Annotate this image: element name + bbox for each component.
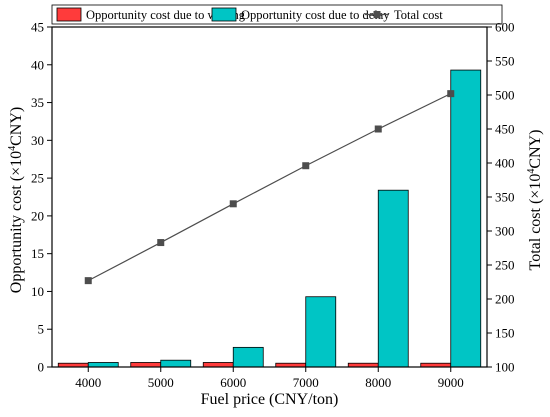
bar-delay-4000: [87, 362, 119, 368]
y-right-tick-label-300: 300: [495, 224, 515, 239]
plot-frame: [51, 26, 488, 368]
x-tick-label-7000: 7000: [293, 375, 319, 390]
x-tick-label-8000: 8000: [365, 375, 391, 390]
x-tick-label-9000: 9000: [438, 375, 464, 390]
y-left-tick-label-30: 30: [31, 133, 44, 148]
legend-label-waiting: Opportunity cost due to waiting: [86, 8, 246, 22]
y-left-label-sup: 4: [7, 146, 18, 151]
y-right-label-sup: 4: [526, 169, 537, 174]
bar-delay-6000: [232, 346, 264, 368]
x-tick-label-4000: 4000: [75, 375, 101, 390]
y-left-tick-label-45: 45: [31, 20, 44, 35]
total-cost-marker-7000: [302, 162, 310, 170]
y-right-tick-label-600: 600: [495, 20, 515, 35]
total-cost-marker-8000: [374, 125, 382, 133]
legend-label-delay: Opportunity cost due to delay: [241, 8, 390, 22]
plot-area: [57, 69, 482, 368]
bar-delay-5000: [160, 359, 192, 368]
y-left-tick-label-25: 25: [31, 171, 44, 186]
y-right-tick-label-400: 400: [495, 156, 515, 171]
bar-delay-9000: [450, 69, 482, 368]
bar-waiting-5000: [130, 362, 162, 368]
y-left-tick-label-20: 20: [31, 208, 44, 223]
bar-delay-8000: [377, 189, 409, 368]
total-cost-marker-5000: [157, 239, 165, 247]
x-tick-label-6000: 6000: [220, 375, 246, 390]
y-right-tick-label-200: 200: [495, 292, 515, 307]
legend: Opportunity cost due to waitingOpportuni…: [51, 4, 503, 25]
total-cost-line: [87, 93, 452, 282]
y-left-tick-label-5: 5: [38, 322, 45, 337]
y-right-tick-label-350: 350: [495, 190, 515, 205]
y-right-label-prefix: Total cost (×10: [527, 174, 544, 271]
bar-waiting-6000: [202, 362, 234, 368]
legend-swatch-waiting: [56, 7, 82, 22]
y-left-tick-label-10: 10: [31, 284, 44, 299]
y-right-tick-label-250: 250: [495, 258, 515, 273]
y-left-tick-label-15: 15: [31, 246, 44, 261]
y-left-label-suffix: CNY): [8, 107, 25, 146]
y-axis-left-label: Opportunity cost (×104CNY): [7, 107, 25, 293]
y-right-tick-label-100: 100: [495, 360, 515, 375]
total-cost-marker-4000: [84, 277, 92, 285]
x-tick-label-5000: 5000: [148, 375, 174, 390]
y-left-tick-label-40: 40: [31, 57, 44, 72]
total-cost-marker-6000: [229, 200, 237, 208]
legend-box: [51, 4, 503, 25]
legend-swatch-delay: [211, 7, 237, 22]
legend-marker-total: [373, 11, 381, 18]
y-left-tick-label-35: 35: [31, 95, 44, 110]
x-axis-label: Fuel price (CNY/ton): [201, 391, 339, 408]
legend-label-total: Total cost: [394, 8, 443, 22]
axes: 0 5 10 15 20 25 30 35 40 45 100 150 200 250 300 350 400 4…: [31, 20, 515, 391]
y-right-tick-label-150: 150: [495, 326, 515, 341]
y-right-tick-label-450: 450: [495, 122, 515, 137]
y-right-tick-label-500: 500: [495, 88, 515, 103]
y-right-label-suffix: CNY): [527, 130, 544, 169]
y-right-tick-label-550: 550: [495, 54, 515, 69]
bar-delay-7000: [305, 296, 337, 368]
y-left-tick-label-0: 0: [38, 360, 45, 375]
y-left-label-prefix: Opportunity cost (×10: [8, 151, 25, 293]
y-axis-right-label: Total cost (×104CNY): [526, 130, 544, 271]
total-cost-marker-9000: [447, 90, 455, 98]
